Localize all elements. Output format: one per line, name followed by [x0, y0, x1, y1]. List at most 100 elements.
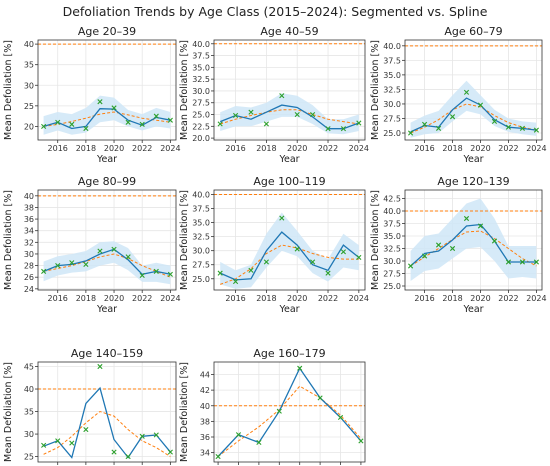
panel-3-spline-line [410, 103, 537, 134]
panel-4-observed-point-2 [69, 260, 75, 266]
panel-2-observed-point-7 [325, 126, 331, 132]
panel-2-xtick-label-0: 2016 [225, 144, 245, 153]
panel-2-xtick-label-2: 2020 [287, 144, 307, 153]
panel-8-ylabel: Mean Defoliation [%] [179, 362, 190, 462]
panel-6-xtick-label-3: 2022 [498, 294, 518, 303]
panel-2-ytick-label-3: 27.5 [192, 99, 210, 108]
panel-5-observed-point-4 [279, 215, 285, 221]
panel-5-segmented-line [219, 231, 360, 281]
panel-8-ytick-label-0: 34 [200, 449, 210, 458]
panel-4-observed-point-1 [55, 262, 61, 269]
panel-3-xtick-label-2: 2020 [470, 144, 490, 153]
panel-3-observed-point-9 [533, 127, 539, 133]
panel-6-observed-point-4 [463, 215, 470, 222]
panel-7-ytick-label-3: 40 [24, 385, 34, 394]
panel-7-observed-point-9 [167, 449, 173, 455]
panel-2-observed-point-5 [294, 111, 300, 118]
panel-1-segmented-line [43, 108, 171, 130]
panel-2-xlabel: Year [278, 154, 299, 165]
panel-7-ytick-label-2: 35 [24, 408, 34, 417]
panel-4-ytick-label-1: 26 [24, 273, 34, 282]
panel-8-ytick-label-3: 40 [200, 402, 210, 411]
panel-2-title: Age 40–59 [260, 25, 318, 38]
panel-3: 25.0 27.5 30.0 32.5 35.0 37.5 40.0 2016 2018 2020… [370, 25, 547, 165]
panel-4-ytick-label-3: 30 [24, 250, 34, 259]
panel-5-axes-frame [213, 189, 366, 291]
panel-7-axes-frame [37, 361, 177, 463]
panel-4-observed-point-4 [97, 248, 103, 254]
panel-3-ytick-label-3: 32.5 [383, 85, 401, 94]
panel-6-title: Age 120–139 [437, 175, 509, 188]
panel-4-segmented-line [43, 248, 171, 276]
panel-4-ytick-label-6: 36 [24, 215, 34, 224]
panel-4-observed-point-9 [167, 271, 173, 277]
panel-4-xtick-label-2: 2020 [104, 294, 124, 303]
panel-5-observed-point-9 [356, 254, 362, 261]
panel-1-observed-point-5 [111, 105, 117, 111]
panel-2-spline-line [220, 109, 359, 125]
panel-2-ytick-label-8: 40.0 [192, 40, 210, 49]
panel-2-ytick-label-2: 25.0 [192, 111, 210, 120]
panel-6-ytick-label-7: 42.5 [383, 195, 401, 204]
panel-5-observed-point-6 [310, 259, 316, 265]
panel-8-spline-line [217, 385, 362, 457]
panel-8: 3436384042442015201620172018201920202021… [179, 347, 366, 465]
panel-5-confidence-band [220, 212, 359, 289]
panel-6-ytick-label-5: 37.5 [383, 220, 401, 229]
panel-8-title: Age 160–179 [253, 347, 325, 360]
panel-5-observed-point-8 [340, 249, 347, 255]
panel-2-ytick-label-7: 37.5 [192, 52, 210, 61]
panel-6-xtick-label-2: 2020 [470, 294, 490, 303]
panel-4-ytick-label-8: 40 [24, 192, 34, 201]
panel-4-axes-frame [37, 189, 177, 291]
panel-4-ytick-label-4: 32 [24, 238, 34, 247]
panel-1-observed-point-0 [41, 123, 47, 130]
panel-1-ytick-label-1: 25 [24, 102, 34, 111]
panel-5-observed-point-1 [232, 278, 239, 285]
panel-3-xtick-label-4: 2024 [526, 144, 546, 153]
panel-1-title: Age 20–39 [78, 25, 136, 38]
panel-2-xtick-label-3: 2022 [318, 144, 338, 153]
panel-3-observed-point-6 [491, 118, 498, 124]
panel-6-xtick-label-0: 2016 [414, 294, 434, 303]
panel-3-xlabel: Year [462, 154, 483, 165]
panel-6-xlabel: Year [462, 304, 483, 315]
panel-5-xtick-label-3: 2022 [318, 294, 338, 303]
panel-3-ytick-label-1: 27.5 [383, 114, 401, 123]
panel-4-ylabel: Mean Defoliation [%] [3, 190, 14, 290]
panel-1-observed-point-6 [125, 119, 131, 125]
panel-7-observed-point-8 [153, 432, 159, 438]
panel-7-title: Age 140–159 [71, 347, 143, 360]
panel-3-ytick-label-4: 35.0 [383, 71, 401, 80]
panel-2-observed-point-4 [279, 93, 285, 99]
panel-4-ytick-label-2: 28 [24, 262, 34, 271]
panel-7-observed-point-6 [125, 454, 131, 460]
panel-3-ytick-label-2: 30.0 [383, 100, 401, 109]
panel-1: 20 25 30 35 40 2016 2018 2020 2022 2024 Age 20–39 Y… [3, 25, 181, 165]
panel-3-observed-point-2 [435, 125, 442, 131]
panel-8-ytick-label-4: 42 [200, 386, 210, 395]
panel-3-xtick-label-3: 2022 [498, 144, 518, 153]
panel-8-ytick-label-1: 36 [200, 433, 210, 442]
panel-5-ylabel: Mean Defoliation [%] [179, 190, 190, 290]
panel-5-observed-point-7 [325, 270, 331, 276]
panel-4-observed-point-5 [111, 246, 117, 252]
panel-7-observed-point-3 [83, 426, 89, 433]
panel-1-ytick-label-4: 40 [24, 40, 34, 49]
panel-8-observed-point-4 [297, 365, 303, 371]
panel-2-ytick-label-1: 22.5 [192, 122, 210, 131]
panel-5-observed-point-3 [263, 259, 269, 265]
panel-1-xtick-label-0: 2016 [48, 144, 68, 153]
panel-5-xlabel: Year [278, 304, 299, 315]
panel-6-xtick-label-1: 2018 [442, 294, 462, 303]
panel-5-ytick-label-4: 35.0 [192, 219, 210, 228]
panel-1-observed-point-3 [83, 125, 89, 132]
panel-4-ytick-label-0: 24 [24, 285, 34, 294]
panel-6-observed-point-8 [519, 259, 526, 265]
panel-6-ytick-label-2: 30.0 [383, 257, 401, 266]
panel-2-ytick-label-6: 35.0 [192, 63, 210, 72]
panel-4-xtick-label-4: 2024 [160, 294, 180, 303]
panel-5-spline-line [220, 244, 359, 285]
panel-4-xtick-label-0: 2016 [48, 294, 68, 303]
panel-6-observed-point-0 [408, 263, 414, 269]
